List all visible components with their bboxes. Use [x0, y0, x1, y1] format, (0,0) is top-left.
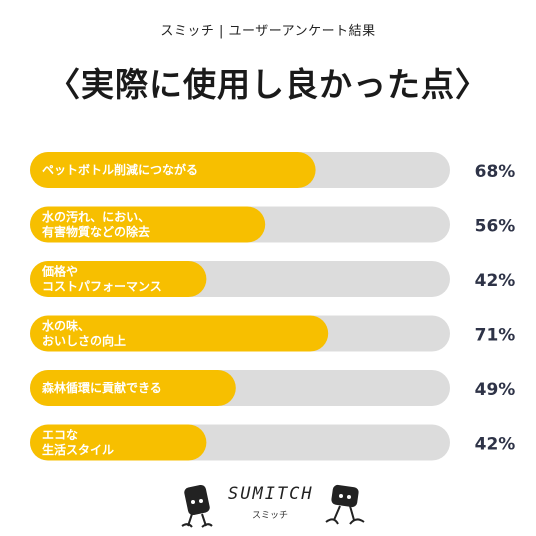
bar [30, 315, 329, 352]
bar-label: 水の味、おいしさの向上 [42, 318, 126, 348]
header-subtitle: スミッチ | ユーザーアンケート結果 [160, 24, 376, 39]
bar-label: 価格やコストパフォーマンス [41, 264, 162, 294]
bar-chart: ペットボトル削減につながる 68% 水の汚れ、におい、有害物質などの除去 56% 価格や… [30, 152, 516, 461]
bar [30, 152, 316, 188]
value-label: 42% [475, 435, 516, 455]
footer: SUMITCH スミッチ [0, 480, 536, 536]
value-label: 49% [475, 380, 516, 400]
mascot-left-icon [181, 484, 213, 528]
bar-label: ペットボトル削減につながる [42, 162, 198, 177]
bar [30, 206, 266, 243]
brand-sub: スミッチ [252, 511, 289, 521]
page-title: 〈実際に使用し良かった点〉 [47, 65, 489, 104]
bar-label: 森林循環に貢献できる [42, 380, 162, 395]
bar [30, 261, 207, 297]
bar [30, 424, 207, 461]
bar-label: 水の汚れ、におい、有害物質などの除去 [42, 209, 150, 239]
value-label: 56% [475, 217, 516, 237]
brand-logo: SUMITCH [228, 484, 314, 504]
bar [30, 370, 236, 406]
bar-label: エコな生活スタイル [42, 428, 114, 457]
value-label: 42% [475, 271, 516, 291]
mascot-right-icon [325, 484, 365, 525]
value-label: 71% [475, 326, 516, 346]
value-label: 68% [475, 162, 516, 182]
